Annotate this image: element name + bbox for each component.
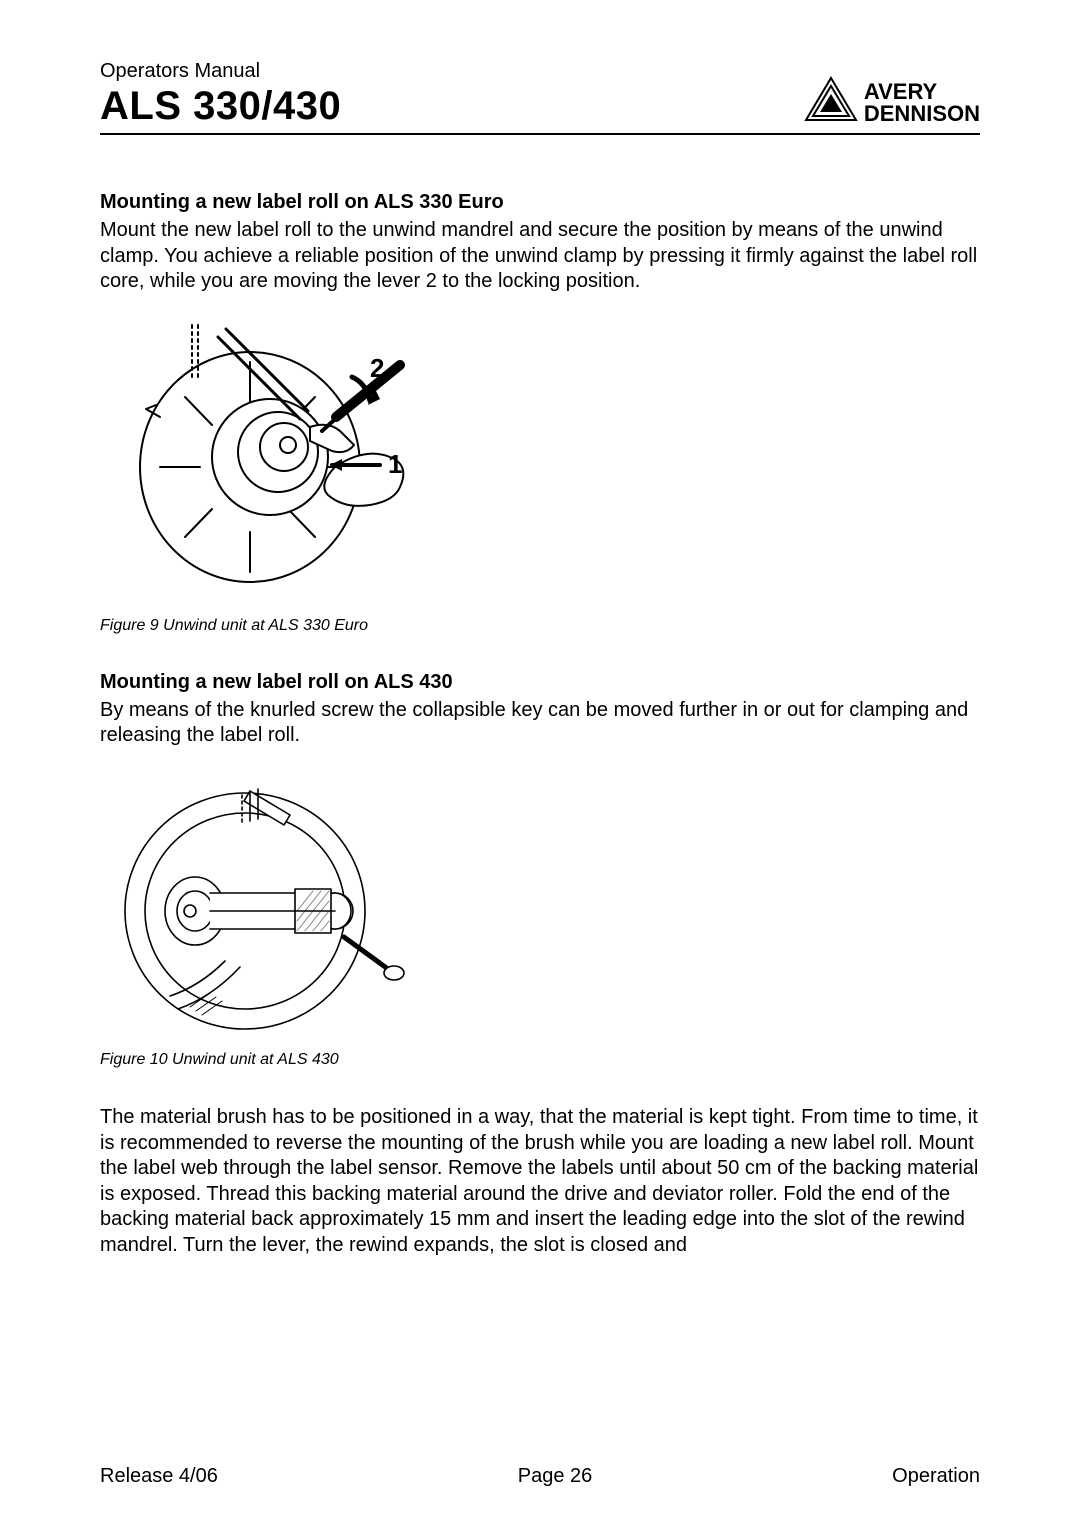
unwind-als430-illustration — [100, 761, 440, 1041]
footer-page: Page 26 — [518, 1465, 593, 1488]
section2-title: Mounting a new label roll on ALS 430 — [100, 671, 980, 694]
manual-label: Operators Manual — [100, 60, 341, 83]
section-als330: Mounting a new label roll on ALS 330 Eur… — [100, 191, 980, 635]
callout-1: 1 — [388, 449, 402, 479]
header-left: Operators Manual ALS 330/430 — [100, 60, 341, 129]
brand-line2: DENNISON — [864, 101, 980, 126]
footer-section: Operation — [892, 1465, 980, 1488]
section1-title: Mounting a new label roll on ALS 330 Eur… — [100, 191, 980, 214]
footer-release: Release 4/06 — [100, 1465, 218, 1488]
section1-body: Mount the new label roll to the unwind m… — [100, 218, 980, 295]
brand-logo: AVERY DENNISON — [804, 76, 980, 129]
page-header: Operators Manual ALS 330/430 AVERY DENNI… — [100, 60, 980, 135]
brand-text: AVERY DENNISON — [864, 81, 980, 125]
logo-triangle-icon — [804, 76, 858, 129]
figure9-caption: Figure 9 Unwind unit at ALS 330 Euro — [100, 617, 980, 635]
figure-10 — [100, 761, 980, 1041]
section2-after: The material brush has to be positioned … — [100, 1105, 980, 1259]
figure10-caption: Figure 10 Unwind unit at ALS 430 — [100, 1051, 980, 1069]
callout-2: 2 — [370, 353, 384, 383]
unwind-als330-illustration: 2 1 — [100, 307, 460, 607]
section-als430: Mounting a new label roll on ALS 430 By … — [100, 671, 980, 1259]
figure-9: 2 1 — [100, 307, 980, 607]
page-footer: Release 4/06 Page 26 Operation — [100, 1465, 980, 1488]
model-title: ALS 330/430 — [100, 83, 341, 129]
section2-intro: By means of the knurled screw the collap… — [100, 698, 980, 749]
